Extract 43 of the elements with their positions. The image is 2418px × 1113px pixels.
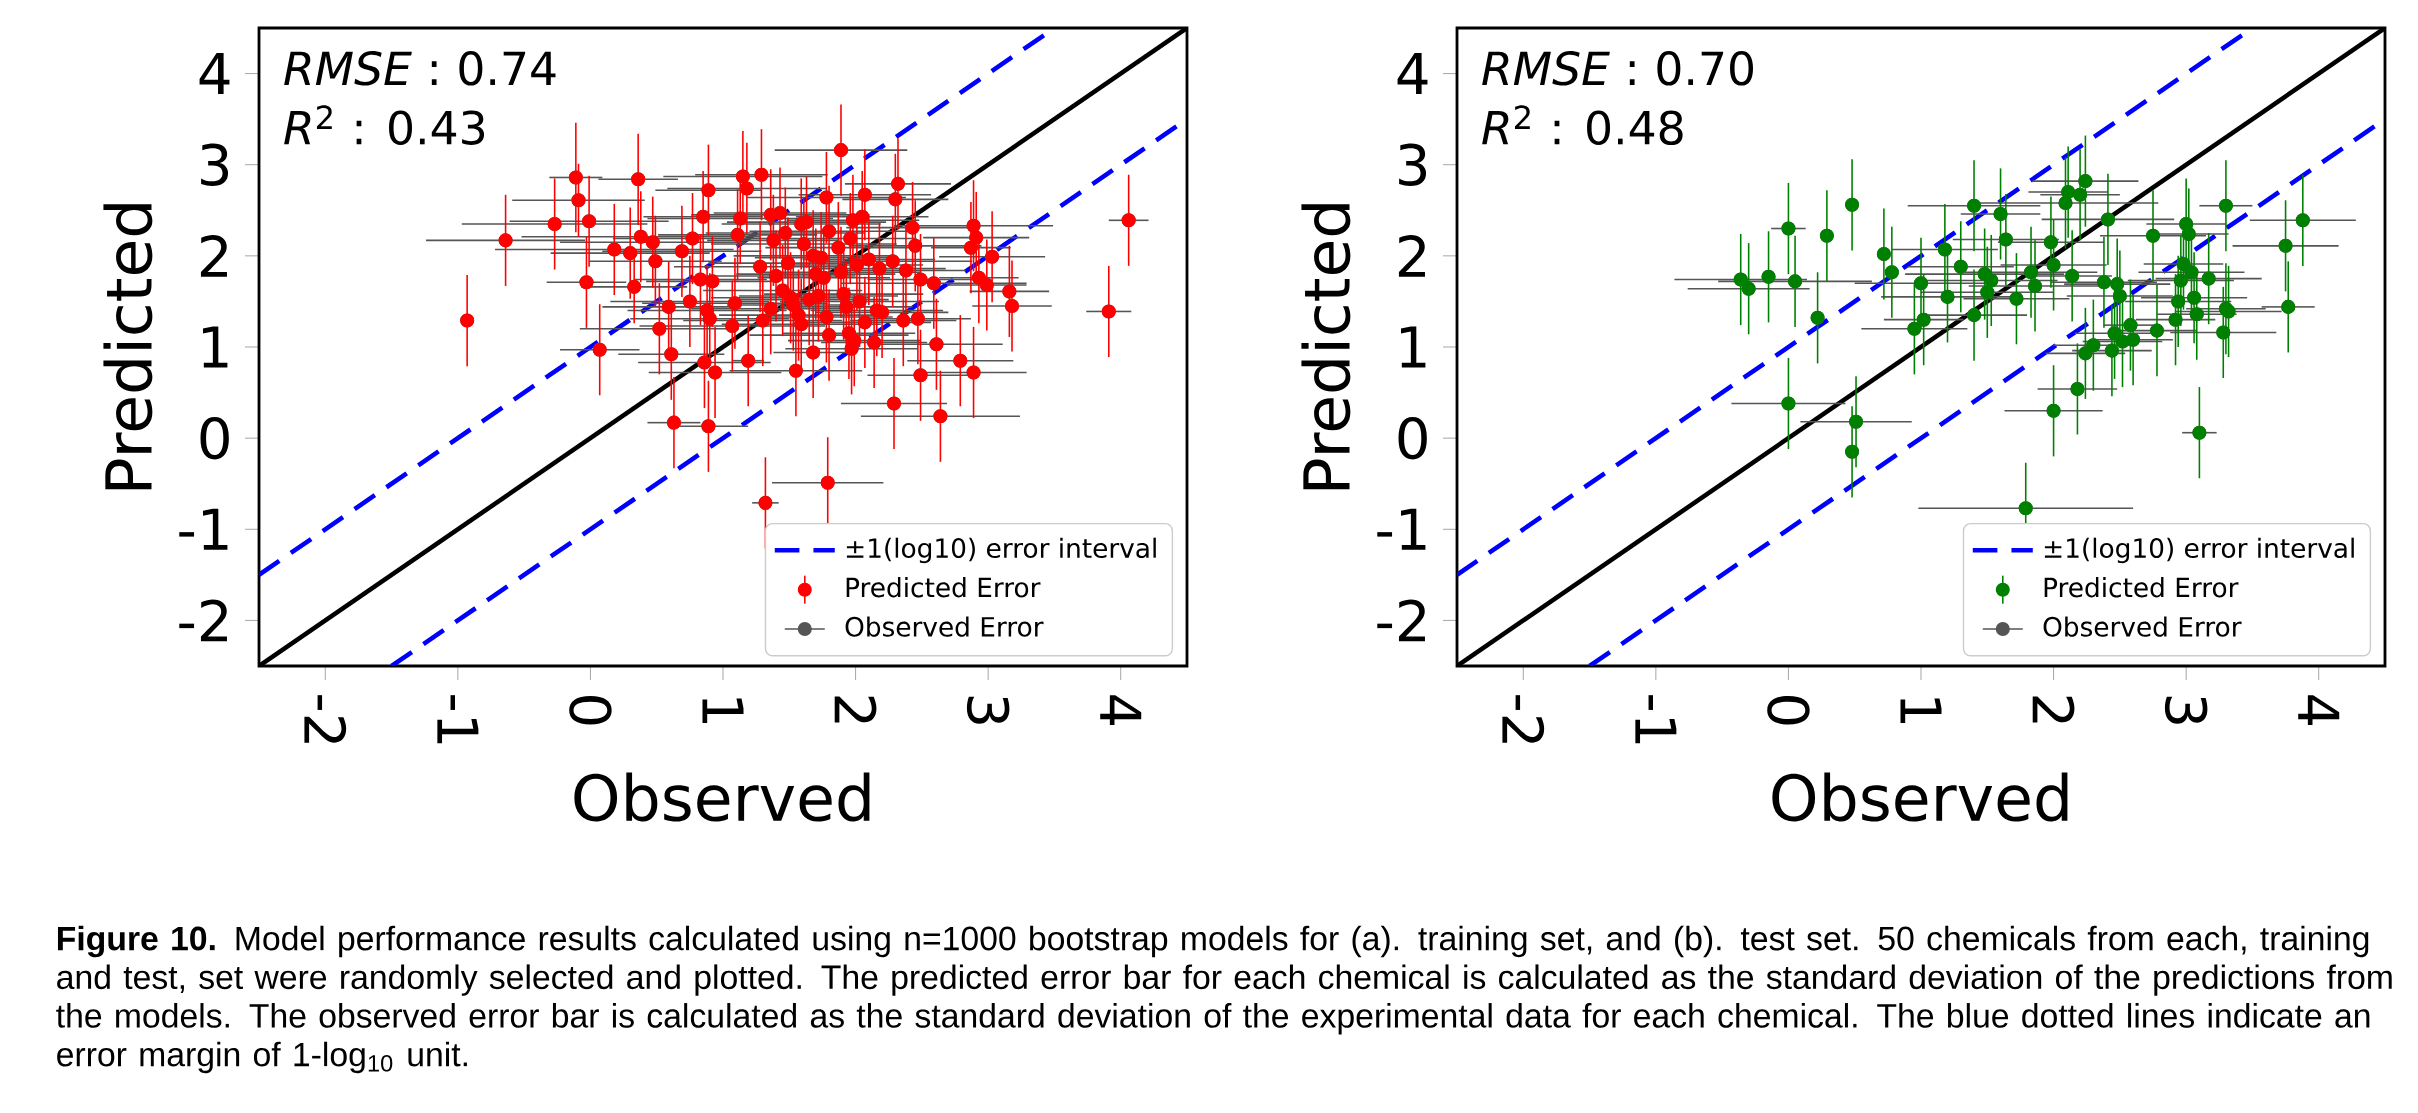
annotation: R$^{2}$ : 0.48	[1482, 105, 1683, 145]
y-axis-title: Predicted	[1301, 204, 1351, 490]
x-tick-label: 0	[1767, 696, 1810, 725]
x-tick-label: 0	[569, 696, 612, 725]
y-tick-label: -2	[1377, 599, 1425, 642]
y-tick-label: 4	[199, 53, 230, 95]
y-tick-label: 3	[1399, 143, 1427, 186]
y-tick-label: 2	[200, 235, 227, 277]
y-tick-label: 0	[200, 416, 229, 460]
legend-label: Predicted Error	[2044, 577, 2239, 598]
x-tick-label: 2	[834, 696, 877, 723]
legend-label: Predicted Error	[846, 577, 1041, 598]
legend-label: Observed Error	[845, 616, 1044, 637]
annotation: RMSE : 0.74	[284, 51, 556, 86]
y-tick-label: 1	[1400, 326, 1426, 368]
legend-label: ±1(log10) error interval	[846, 537, 1156, 564]
x-tick-label: 2	[2032, 696, 2075, 723]
y-tick-label: -1	[1377, 508, 1426, 550]
x-tick-label: 1	[1900, 698, 1942, 724]
x-tick-label: 1	[702, 698, 744, 724]
x-tick-label: 4	[2298, 695, 2340, 726]
y-tick-label: -1	[179, 508, 228, 550]
y-tick-label: 1	[202, 326, 228, 368]
x-tick-label: -1	[437, 695, 479, 744]
legend-label: ±1(log10) error interval	[2044, 537, 2354, 564]
x-tick-label: 3	[966, 696, 1010, 724]
y-tick-label: 4	[1397, 53, 1428, 95]
x-tick-label: 3	[2164, 696, 2208, 724]
annotation: RMSE : 0.70	[1482, 51, 1754, 86]
legend-label: Observed Error	[2043, 616, 2242, 637]
x-tick-label: -2	[304, 695, 347, 743]
y-tick-label: 2	[1398, 235, 1425, 277]
y-tick-label: 0	[1398, 416, 1427, 460]
y-tick-label: -2	[179, 599, 227, 642]
x-axis-title: Observed	[574, 772, 870, 822]
y-tick-label: 3	[201, 143, 229, 186]
x-tick-label: 4	[1100, 695, 1142, 726]
text: Figure 10. Model performance results calculated using n=1000 bootstrap models for (a). training set, and (b). test set. 50 chemicals from each, training and test, set were randomly selected and plotted. The predicted error bar for each chemical is calculated as the standard deviation of the predictions from the models. The observed error bar is calculated as the standard deviation of the experimental data for each chemical. The blue dotted lines indicate an error margin of 1-log$_{10}$ unit.	[56, 925, 2392, 1074]
x-tick-label: -2	[1502, 695, 1545, 743]
annotation: R$^{2}$ : 0.43	[284, 105, 485, 145]
y-axis-title: Predicted	[103, 204, 153, 490]
x-axis-title: Observed	[1772, 772, 2068, 822]
x-tick-label: -1	[1635, 695, 1677, 744]
